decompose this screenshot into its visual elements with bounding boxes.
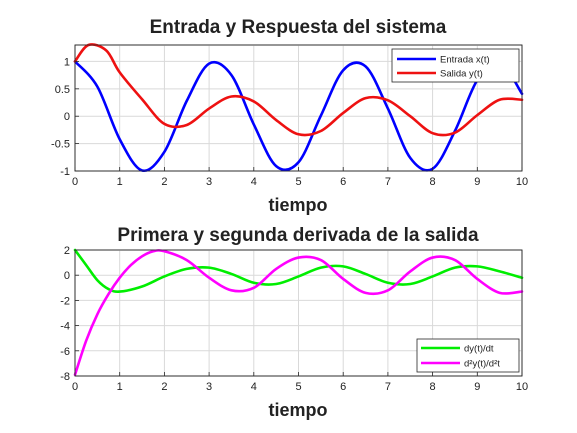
chart-title: Primera y segunda derivada de la salida bbox=[117, 225, 479, 246]
x-tick-label: 6 bbox=[340, 176, 346, 188]
x-tick-label: 9 bbox=[474, 176, 480, 188]
x-axis-label: tiempo bbox=[268, 400, 327, 420]
x-ticks: 0 1 2 3 4 5 6 7 8 9 10 bbox=[72, 167, 528, 188]
legend-label-d2ydt2: d²y(t)/d²t bbox=[464, 359, 500, 370]
y-tick-label: 2 bbox=[64, 245, 70, 257]
x-tick-label: 3 bbox=[206, 381, 212, 393]
series-line-0 bbox=[73, 248, 524, 293]
y-tick-label: 0 bbox=[64, 270, 70, 282]
x-tick-label: 7 bbox=[385, 381, 391, 393]
x-tick-label: 3 bbox=[206, 176, 212, 188]
y-tick-label: -1 bbox=[60, 166, 70, 178]
y-tick-label: -2 bbox=[60, 295, 70, 307]
x-tick-label: 5 bbox=[295, 381, 301, 393]
chart-title: Entrada y Respuesta del sistema bbox=[150, 17, 447, 38]
legend: Entrada x(t) Salida y(t) bbox=[391, 48, 520, 83]
y-tick-label: 0.5 bbox=[55, 84, 70, 96]
x-tick-label: 1 bbox=[117, 381, 123, 393]
x-tick-label: 10 bbox=[516, 381, 528, 393]
x-ticks: 0 1 2 3 4 5 6 7 8 9 10 bbox=[72, 372, 528, 393]
x-tick-label: 4 bbox=[251, 176, 257, 188]
series-line-1 bbox=[73, 249, 524, 377]
x-tick-label: 6 bbox=[340, 381, 346, 393]
x-tick-label: 7 bbox=[385, 176, 391, 188]
legend-label-dydt: dy(t)/dt bbox=[464, 344, 494, 355]
x-tick-label: 2 bbox=[161, 381, 167, 393]
x-tick-label: 9 bbox=[474, 381, 480, 393]
x-tick-label: 10 bbox=[516, 176, 528, 188]
series-line-0 bbox=[73, 60, 524, 173]
legend-box bbox=[391, 48, 520, 83]
y-ticks: 2 0 -2 -4 -6 -8 bbox=[60, 245, 79, 383]
y-ticks: 1 0.5 0 -0.5 -1 bbox=[51, 56, 79, 178]
x-tick-label: 8 bbox=[430, 176, 436, 188]
x-axis-label: tiempo bbox=[268, 195, 327, 215]
x-tick-label: 8 bbox=[430, 381, 436, 393]
x-tick-label: 5 bbox=[295, 176, 301, 188]
x-tick-label: 0 bbox=[72, 176, 78, 188]
x-tick-label: 1 bbox=[117, 176, 123, 188]
series-line-1 bbox=[73, 43, 524, 137]
y-tick-label: 1 bbox=[64, 56, 70, 68]
x-tick-label: 0 bbox=[72, 381, 78, 393]
y-tick-label: -0.5 bbox=[51, 139, 70, 151]
legend-label-entrada: Entrada x(t) bbox=[440, 55, 490, 66]
y-tick-label: -6 bbox=[60, 346, 70, 358]
legend: dy(t)/dt d²y(t)/d²t bbox=[416, 338, 520, 373]
chart-derivadas: Primera y segunda derivada de la salida … bbox=[60, 225, 528, 420]
legend-box bbox=[416, 338, 520, 373]
x-tick-label: 2 bbox=[161, 176, 167, 188]
y-tick-label: 0 bbox=[64, 111, 70, 123]
chart-entrada-respuesta: Entrada y Respuesta del sistema 0 1 2 3 4 5 6 7… bbox=[51, 17, 528, 215]
legend-label-salida: Salida y(t) bbox=[440, 69, 483, 80]
series-group bbox=[73, 43, 524, 173]
y-tick-label: -4 bbox=[60, 321, 70, 333]
series-group bbox=[73, 248, 524, 377]
y-tick-label: -8 bbox=[60, 371, 70, 383]
x-tick-label: 4 bbox=[251, 381, 257, 393]
